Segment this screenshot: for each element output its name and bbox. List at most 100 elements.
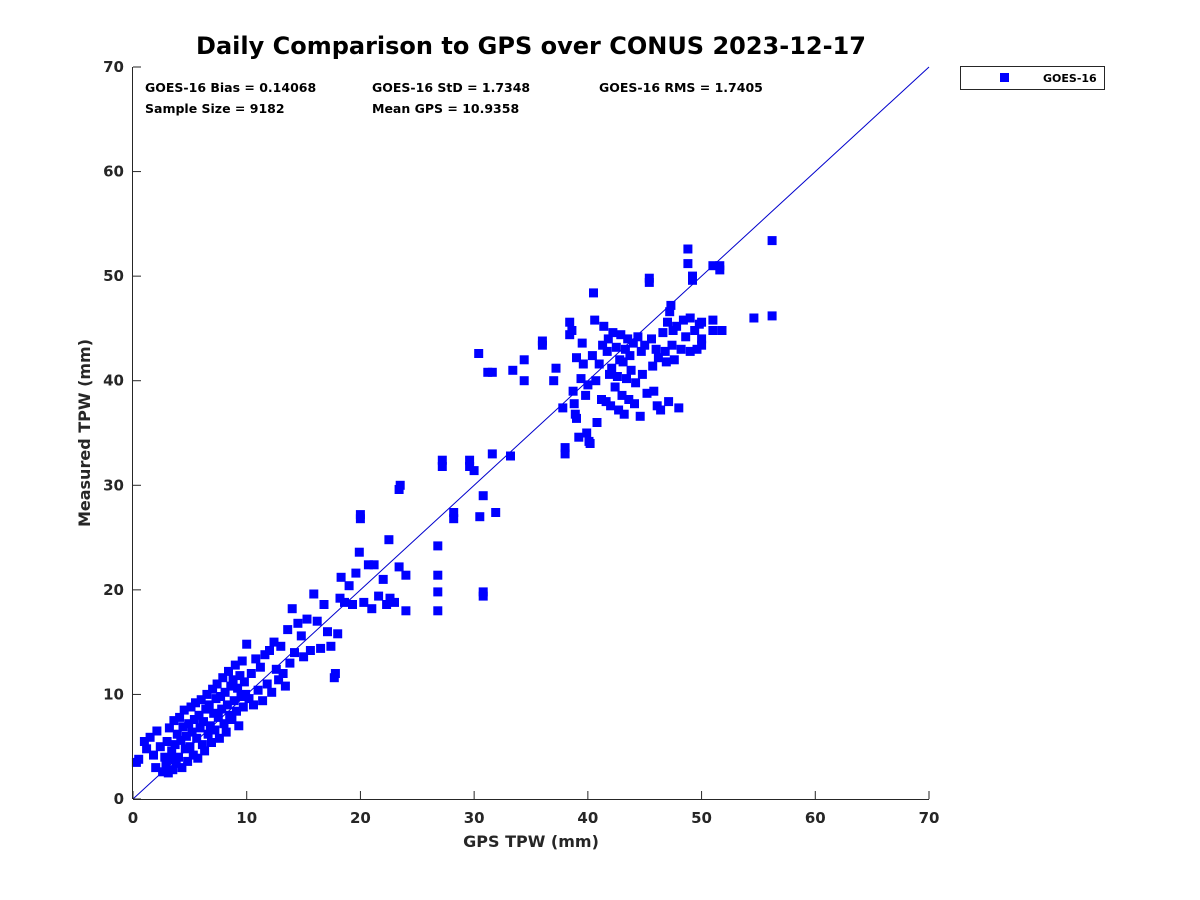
data-point (617, 390, 627, 400)
data-point (233, 683, 243, 693)
data-point (285, 658, 295, 668)
data-point (238, 702, 248, 712)
data-point (692, 344, 702, 354)
data-point (213, 712, 223, 722)
data-point (305, 646, 315, 655)
data-point (519, 376, 529, 386)
chart-title: Daily Comparison to GPS over CONUS 2023-… (196, 32, 866, 60)
data-point (168, 765, 178, 775)
data-point (170, 740, 180, 750)
data-point (508, 365, 518, 375)
data-point (145, 732, 155, 742)
data-point (287, 604, 297, 614)
data-point (253, 685, 263, 695)
data-point (174, 752, 183, 762)
data-point (697, 340, 707, 350)
y-tick-label: 10 (103, 685, 124, 703)
data-point (640, 340, 650, 350)
data-point (475, 512, 485, 522)
data-point (605, 369, 614, 379)
data-point (249, 700, 258, 710)
data-point (378, 574, 388, 584)
data-point (265, 646, 274, 655)
data-point (433, 541, 443, 551)
y-axis-label: Measured TPW (mm) (75, 339, 94, 527)
data-point (312, 616, 322, 626)
data-point (594, 359, 604, 369)
data-point (290, 648, 299, 658)
data-point (179, 705, 189, 715)
data-point (237, 656, 247, 666)
data-point (636, 346, 646, 356)
x-tick-label: 70 (919, 809, 940, 827)
data-point (690, 326, 700, 335)
data-point (185, 742, 195, 752)
data-point (582, 428, 592, 438)
data-point (167, 746, 177, 756)
data-point (569, 399, 579, 409)
data-point (359, 597, 369, 607)
x-tick-label: 10 (236, 809, 257, 827)
data-point (606, 401, 616, 411)
data-point (228, 675, 238, 685)
data-point (603, 334, 613, 344)
data-point (274, 675, 284, 685)
data-point (572, 353, 581, 363)
data-point (258, 696, 268, 706)
data-point (592, 418, 602, 427)
data-point (234, 721, 244, 731)
data-point (597, 395, 606, 404)
data-point (610, 382, 620, 392)
data-point (661, 357, 671, 367)
data-point (642, 388, 652, 398)
data-point (194, 710, 204, 720)
data-point (214, 733, 224, 743)
data-point (767, 236, 777, 246)
data-point (715, 265, 725, 275)
data-point (676, 344, 686, 354)
data-point (340, 597, 349, 607)
data-point (649, 386, 659, 396)
data-point (401, 606, 411, 616)
data-point (608, 328, 618, 338)
data-point (384, 535, 394, 545)
one-to-one-line (132, 66, 930, 800)
data-point (611, 342, 621, 352)
data-point (651, 344, 661, 354)
data-point (648, 361, 658, 371)
data-point (278, 669, 288, 678)
data-point (142, 744, 152, 754)
data-point (196, 695, 206, 705)
data-point (235, 671, 245, 681)
data-point (210, 725, 220, 735)
data-point (708, 261, 718, 271)
data-point (551, 363, 561, 373)
data-point (635, 411, 645, 421)
data-point (269, 637, 279, 647)
data-point (578, 359, 588, 369)
data-point (688, 271, 697, 281)
data-point (519, 355, 529, 365)
data-point (244, 694, 254, 704)
data-point (280, 681, 290, 691)
data-point (506, 451, 515, 461)
data-point (583, 380, 593, 390)
data-point (230, 660, 240, 670)
data-point (537, 340, 547, 350)
data-point (599, 321, 609, 331)
data-point (612, 372, 622, 381)
data-point (177, 763, 187, 773)
data-point (139, 737, 149, 746)
data-point (619, 409, 629, 419)
stats-annotations: GOES-16 Bias = 0.14068 GOES-16 StD = 1.7… (145, 80, 763, 116)
y-tick-label: 20 (103, 581, 124, 599)
data-point (401, 570, 411, 580)
data-point (351, 568, 361, 578)
data-point (348, 600, 357, 609)
data-point (567, 326, 577, 335)
data-point (155, 742, 165, 752)
data-point (251, 654, 261, 664)
data-point (162, 737, 172, 746)
data-point (220, 687, 230, 697)
